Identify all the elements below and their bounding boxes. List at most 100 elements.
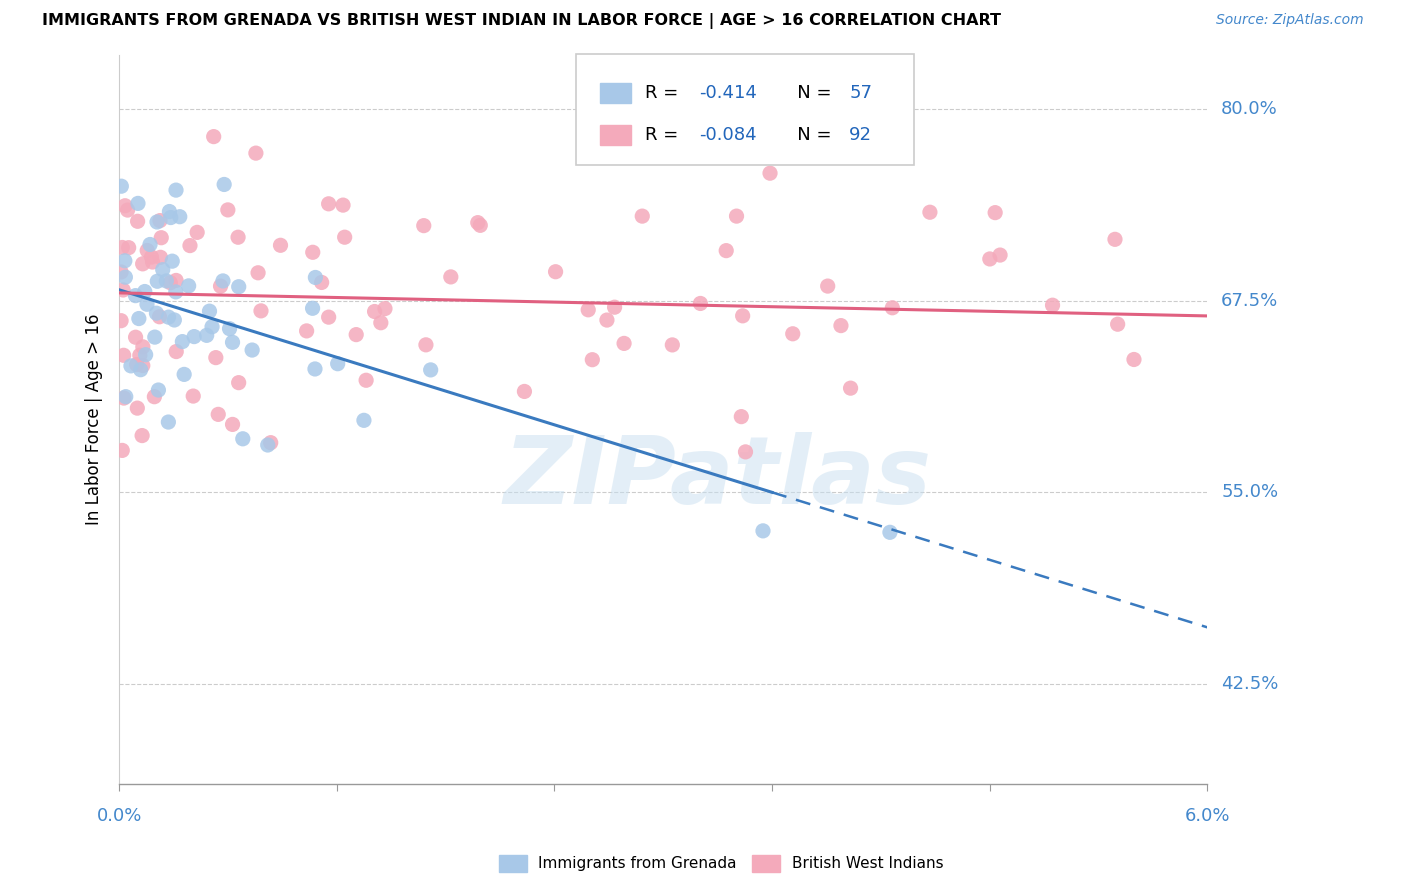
- Point: [111, 443, 134, 458]
- Point: [256, 438, 278, 452]
- Point: [131, 428, 153, 442]
- Point: [198, 304, 221, 318]
- Point: [186, 226, 208, 240]
- Point: [127, 214, 149, 228]
- Point: [513, 384, 536, 399]
- Point: [332, 198, 354, 212]
- Point: [112, 391, 135, 405]
- Point: [1107, 317, 1129, 331]
- Point: [114, 270, 136, 285]
- Point: [120, 359, 142, 373]
- Point: [221, 417, 243, 432]
- Point: [245, 146, 267, 161]
- Point: [127, 401, 149, 416]
- Point: [326, 357, 349, 371]
- Point: [544, 265, 567, 279]
- Point: [839, 381, 862, 395]
- Point: [879, 525, 901, 540]
- Point: [127, 196, 149, 211]
- Y-axis label: In Labor Force | Age > 16: In Labor Force | Age > 16: [86, 314, 103, 525]
- Point: [141, 255, 163, 269]
- Point: [1104, 232, 1126, 246]
- Point: [979, 252, 1001, 266]
- Point: [260, 435, 283, 450]
- Text: -0.084: -0.084: [699, 126, 756, 144]
- Text: 80.0%: 80.0%: [1222, 100, 1278, 118]
- Point: [183, 329, 205, 343]
- Point: [218, 321, 240, 335]
- Point: [661, 338, 683, 352]
- Point: [318, 310, 340, 325]
- Point: [412, 219, 434, 233]
- Point: [148, 383, 170, 397]
- Point: [419, 363, 441, 377]
- Point: [145, 306, 167, 320]
- Point: [149, 213, 172, 227]
- Point: [179, 238, 201, 252]
- Point: [118, 241, 141, 255]
- Point: [143, 390, 166, 404]
- Point: [163, 313, 186, 327]
- Point: [631, 209, 654, 223]
- Point: [169, 210, 191, 224]
- Point: [716, 244, 738, 258]
- Point: [250, 303, 273, 318]
- Point: [1042, 298, 1064, 312]
- Point: [110, 265, 132, 279]
- Point: [603, 300, 626, 314]
- Point: [988, 248, 1011, 262]
- Point: [613, 336, 636, 351]
- Point: [173, 368, 195, 382]
- Point: [689, 296, 711, 310]
- Point: [114, 253, 136, 268]
- Point: [752, 524, 775, 538]
- Point: [467, 216, 489, 230]
- Point: [165, 273, 187, 287]
- Point: [128, 348, 150, 362]
- Point: [112, 283, 135, 297]
- Point: [304, 270, 326, 285]
- Point: [1123, 352, 1146, 367]
- Point: [114, 390, 136, 404]
- Point: [212, 274, 235, 288]
- Point: [132, 359, 155, 373]
- Point: [146, 215, 169, 229]
- Point: [301, 301, 323, 316]
- Text: R =: R =: [645, 84, 685, 102]
- Point: [125, 358, 148, 372]
- Point: [124, 330, 146, 344]
- Point: [581, 352, 603, 367]
- Point: [232, 432, 254, 446]
- Point: [172, 334, 194, 349]
- Point: [228, 279, 250, 293]
- Point: [110, 179, 132, 194]
- Text: ZIPatlas: ZIPatlas: [503, 432, 932, 524]
- Point: [217, 202, 239, 217]
- Point: [134, 285, 156, 299]
- Point: [830, 318, 852, 333]
- Point: [143, 330, 166, 344]
- Text: N =: N =: [780, 84, 838, 102]
- Point: [725, 209, 748, 223]
- Point: [734, 445, 756, 459]
- Point: [576, 302, 599, 317]
- Point: [318, 196, 340, 211]
- Point: [135, 348, 157, 362]
- Point: [149, 250, 172, 264]
- Point: [139, 237, 162, 252]
- Point: [596, 313, 619, 327]
- Point: [195, 328, 218, 343]
- Point: [344, 327, 367, 342]
- Point: [141, 250, 163, 264]
- Point: [221, 335, 243, 350]
- Point: [181, 389, 204, 403]
- Point: [984, 205, 1007, 219]
- Point: [228, 376, 250, 390]
- Point: [117, 202, 139, 217]
- Point: [311, 276, 333, 290]
- Point: [136, 244, 159, 258]
- Point: [270, 238, 292, 252]
- Point: [128, 311, 150, 326]
- Point: [155, 274, 177, 288]
- Point: [111, 240, 134, 254]
